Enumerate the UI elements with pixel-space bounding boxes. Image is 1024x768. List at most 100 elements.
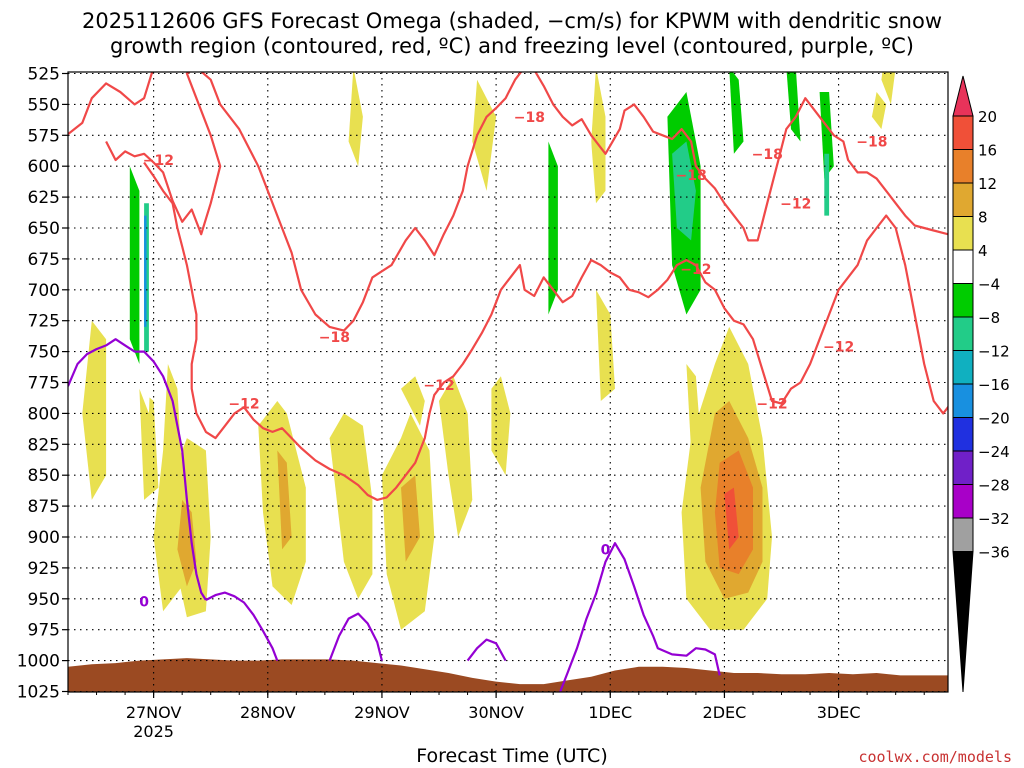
ytick-label-675: 675 (28, 250, 60, 270)
xtick-sublabel-27NOV: 2025 (133, 722, 174, 741)
ytick-label-950: 950 (28, 590, 60, 610)
contour-label-10: −12 (756, 397, 787, 413)
colorbar-seg-8 (952, 383, 974, 418)
ytick-label-800: 800 (28, 404, 60, 424)
contour-label-1: −12 (143, 153, 174, 169)
colorbar-label-9: −20 (978, 410, 1010, 428)
xtick-label-1DEC: 1DEC (588, 703, 632, 722)
colorbar-label-3: 8 (978, 209, 988, 227)
ytick-label-600: 600 (28, 157, 60, 177)
contour-label-3: −12 (228, 397, 259, 413)
colorbar-seg-9 (952, 417, 974, 452)
ytick-label-725: 725 (28, 312, 60, 332)
omega-area-4-8 (439, 376, 473, 537)
omega-area-4-7 (401, 376, 425, 426)
omega-area-4-10 (591, 72, 606, 204)
omega-area-4-0 (82, 320, 107, 500)
ytick-label-550: 550 (28, 95, 60, 115)
omega-area--4-6 (177, 72, 197, 191)
colorbar-label-10: −24 (978, 443, 1010, 461)
ytick-label-525: 525 (28, 65, 60, 85)
contour-label-0: −18 (514, 110, 545, 126)
ytick-label-1025: 1025 (17, 683, 60, 703)
contour-label-13: 0 (601, 542, 611, 558)
freezing-contour-4 (558, 542, 721, 692)
colorbar-label-7: −12 (978, 343, 1010, 361)
colorbar-seg-10 (952, 450, 974, 485)
omega-area--4-2 (106, 487, 116, 636)
omega-area--4-15 (638, 72, 654, 216)
omega-area-4-14 (348, 72, 363, 167)
snow-contour-1 (105, 72, 948, 332)
contour-label-11: −18 (856, 134, 887, 150)
colorbar-seg-4 (952, 249, 974, 284)
colorbar-label-0: 20 (978, 108, 997, 126)
freezing-contour-3 (466, 638, 507, 662)
snow-contour-2 (143, 161, 948, 501)
colorbar-seg-1 (952, 149, 974, 184)
colorbar-seg-7 (952, 350, 974, 385)
terrain-surface (68, 658, 948, 692)
ytick-label-1000: 1000 (17, 652, 60, 672)
omega-area--4-14 (624, 166, 635, 315)
snow-contour-0 (68, 72, 154, 135)
omega-area-8-1 (277, 450, 292, 550)
colorbar-label-4: 4 (978, 242, 988, 260)
colorbar-seg-5 (952, 283, 974, 318)
ytick-label-875: 875 (28, 497, 60, 517)
ytick-label-575: 575 (28, 126, 60, 146)
colorbar-label-6: −8 (978, 309, 1000, 327)
omega-shading-layer (77, 72, 929, 636)
omega-area-4-16 (871, 92, 887, 130)
xtick-label-28NOV: 28NOV (240, 703, 296, 722)
chart-title-line-1: 2025112606 GFS Forecast Omega (shaded, −… (81, 9, 942, 33)
omega-area--4-8 (220, 72, 240, 340)
xtick-label-27NOV: 27NOV (126, 703, 182, 722)
ytick-label-625: 625 (28, 188, 60, 208)
omega-area--4-12 (562, 72, 573, 278)
omega-area--4-1 (101, 92, 116, 290)
colorbar-label-5: −4 (978, 276, 1000, 294)
contour-label-12: 0 (139, 594, 149, 610)
freezing-contour-1 (205, 591, 279, 661)
colorbar-seg-3 (952, 216, 974, 251)
omega-area--8-4 (786, 72, 801, 142)
xtick-label-30NOV: 30NOV (468, 703, 524, 722)
xtick-label-2DEC: 2DEC (703, 703, 747, 722)
omega-area-4-9 (491, 376, 511, 476)
x-axis-label: Forecast Time (UTC) (416, 745, 608, 767)
colorbar-seg-2 (952, 182, 974, 217)
contour-label-2: −18 (319, 330, 350, 346)
colorbar-bottom-arrow (952, 551, 974, 693)
colorbar: 20 16 12 8 4 −4 −8 −12 −16 −20 −24 −28 −32 −36 (952, 75, 1010, 693)
omega-area--20-0 (144, 215, 147, 327)
site-credit[interactable]: coolwx.com/models (858, 748, 1012, 766)
omega-area--4-9 (272, 72, 292, 216)
ytick-label-900: 900 (28, 528, 60, 548)
omega-area-4-15 (472, 79, 497, 191)
ytick-label-850: 850 (28, 466, 60, 486)
freezing-contour-0 (68, 338, 207, 601)
colorbar-top-arrow (952, 75, 974, 117)
omega-area-8-2 (401, 475, 420, 562)
omega-area--12-1 (672, 141, 696, 241)
omega-area--8-0 (129, 166, 140, 364)
colorbar-seg-0 (952, 115, 974, 150)
ytick-label-750: 750 (28, 343, 60, 363)
omega-area--12-2 (824, 153, 830, 216)
colorbar-seg-12 (952, 517, 974, 552)
ytick-label-700: 700 (28, 281, 60, 301)
contour-label-7: −18 (752, 147, 783, 163)
colorbar-seg-6 (952, 316, 974, 351)
contour-labels-layer: −18 −12 −18 −12 −12 −18 −12 −18 −12 −12 −12 −18 0 0 (139, 110, 887, 611)
colorbar-label-11: −28 (978, 477, 1010, 495)
xtick-label-3DEC: 3DEC (817, 703, 861, 722)
contour-label-5: −18 (676, 168, 707, 184)
contour-label-8: −12 (780, 196, 811, 212)
omega-area-16-0 (724, 487, 739, 550)
colorbar-label-1: 16 (978, 142, 997, 160)
omega-area-4-1 (139, 388, 159, 500)
omega-area--8-5 (819, 92, 834, 179)
